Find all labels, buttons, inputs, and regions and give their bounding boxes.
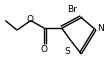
Text: O: O	[26, 15, 33, 24]
Text: S: S	[65, 47, 71, 56]
Text: N: N	[97, 24, 104, 33]
Text: O: O	[41, 45, 48, 54]
Text: Br: Br	[67, 5, 76, 14]
